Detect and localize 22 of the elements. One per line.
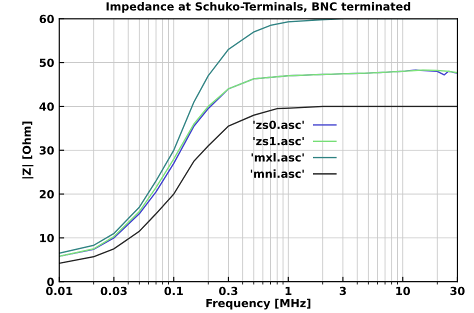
x-tick-label: 3: [340, 286, 346, 296]
x-axis-title: Frequency [MHz]: [206, 298, 310, 310]
x-tick-label: 0.3: [219, 286, 238, 296]
legend-label: 'mxl.asc': [252, 153, 304, 162]
y-tick-label: 40: [39, 102, 54, 111]
x-tick-label: 0.1: [164, 286, 183, 296]
legend-label: 'mni.asc': [250, 169, 304, 178]
y-tick-label: 60: [40, 14, 54, 24]
x-tick-label: 10: [396, 286, 410, 296]
x-tick-label: 30: [450, 286, 465, 296]
y-tick-label: 10: [40, 234, 54, 242]
x-tick-label: 0.03: [100, 286, 127, 296]
legend-label: 'zs0.asc': [253, 120, 304, 129]
y-tick-label: 50: [40, 58, 54, 67]
chart-title: Impedance at Schuko-Terminals, BNC terminated: [106, 2, 410, 13]
legend-label: 'zs1.asc': [253, 137, 304, 146]
x-tick-label: 0.01: [46, 286, 72, 296]
y-tick-label: 0: [47, 278, 54, 286]
x-tick-label: 1: [286, 286, 292, 296]
y-axis-title: |Z| [Ohm]: [22, 122, 34, 178]
y-tick-label: 30: [40, 146, 54, 155]
y-tick-label: 20: [40, 190, 54, 198]
